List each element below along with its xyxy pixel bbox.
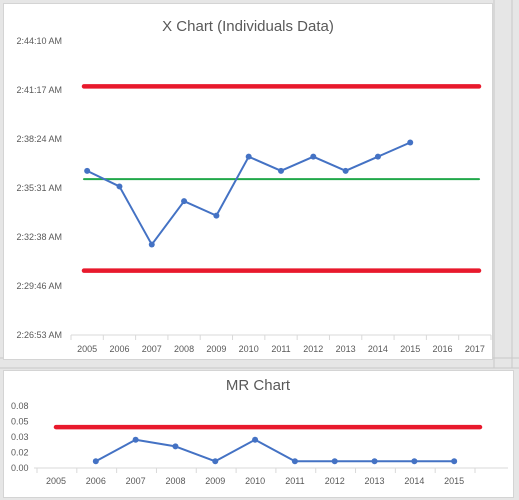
- y-tick-label: 2:35:31 AM: [16, 183, 62, 193]
- y-tick-label: 2:44:10 AM: [16, 36, 62, 46]
- x-tick-label: 2016: [433, 344, 453, 354]
- x-chart-panel[interactable]: X Chart (Individuals Data) 2:26:53 AM 2:2…: [3, 3, 493, 360]
- data-point: [132, 436, 139, 443]
- data-series-line: [95, 438, 455, 463]
- x-tick-label: 2008: [174, 344, 194, 354]
- data-point: [181, 198, 188, 205]
- x-tick-label: 2005: [77, 344, 97, 354]
- x-tick-label: 2011: [285, 476, 304, 486]
- x-tick-label: 2017: [465, 344, 485, 354]
- x-tick-label: 2010: [239, 344, 259, 354]
- data-point: [172, 443, 179, 450]
- data-point: [291, 458, 298, 465]
- x-tick-label: 2013: [336, 344, 356, 354]
- data-point: [278, 167, 284, 174]
- data-point: [411, 458, 418, 465]
- data-point: [310, 153, 317, 160]
- x-tick-label: 2009: [206, 344, 226, 354]
- x-tick-label: 2007: [142, 344, 162, 354]
- data-point: [213, 212, 220, 219]
- y-tick-label: 2:26:53 AM: [16, 330, 62, 340]
- data-point: [371, 458, 378, 465]
- data-point: [342, 167, 349, 174]
- data-point: [84, 167, 91, 174]
- y-tick-label: 2:32:38 AM: [16, 232, 62, 242]
- y-tick-label: 2:41:17 AM: [16, 85, 62, 95]
- data-point: [148, 241, 155, 248]
- x-tick-label: 2007: [126, 476, 146, 486]
- y-tick-label: 0.08: [11, 401, 29, 411]
- y-tick-label: 0.03: [11, 432, 29, 442]
- y-tick-label: 0.05: [11, 417, 29, 427]
- x-tick-label: 2015: [400, 344, 420, 354]
- mr-chart-panel[interactable]: MR Chart 0.00 0.02 0.03 0.05 0.08 2005 2006 200…: [3, 370, 514, 498]
- x-tick-label: 2013: [365, 476, 385, 486]
- x-tick-label: 2014: [368, 344, 388, 354]
- y-tick-label: 0.00: [11, 463, 29, 473]
- x-tick-label: 2011: [271, 344, 290, 354]
- chart-title: X Chart (Individuals Data): [162, 18, 334, 35]
- data-point: [407, 139, 414, 146]
- data-point: [252, 436, 259, 443]
- x-tick-label: 2012: [303, 344, 323, 354]
- plot-area: 2:26:53 AM 2:29:46 AM 2:32:38 AM 2:35:31 AM…: [16, 36, 492, 354]
- x-tick-label: 2014: [404, 476, 424, 486]
- data-point: [212, 458, 219, 465]
- x-tick-label: 2005: [46, 476, 66, 486]
- mr-chart: MR Chart 0.00 0.02 0.03 0.05 0.08 2005 2006 200…: [11, 377, 508, 486]
- data-point: [374, 153, 381, 160]
- x-chart: X Chart (Individuals Data) 2:26:53 AM2:2…: [16, 18, 492, 354]
- y-tick-label: 0.02: [11, 448, 29, 458]
- chart-title: MR Chart: [226, 377, 291, 394]
- data-point: [92, 458, 99, 465]
- y-tick-label: 2:29:46 AM: [16, 281, 62, 291]
- data-point: [245, 153, 252, 160]
- x-tick-label: 2008: [165, 476, 185, 486]
- data-point: [331, 458, 338, 465]
- data-point: [451, 458, 458, 465]
- y-tick-label: 2:38:24 AM: [16, 134, 62, 144]
- x-tick-label: 2006: [86, 476, 106, 486]
- plot-area: 0.00 0.02 0.03 0.05 0.08 2005 2006 2007 2008 2009…: [11, 401, 508, 486]
- x-tick-label: 2006: [109, 344, 129, 354]
- x-tick-label: 2012: [325, 476, 345, 486]
- x-tick-label: 2015: [444, 476, 464, 486]
- data-point: [116, 183, 123, 190]
- x-tick-label: 2009: [205, 476, 225, 486]
- x-tick-label: 2010: [245, 476, 265, 486]
